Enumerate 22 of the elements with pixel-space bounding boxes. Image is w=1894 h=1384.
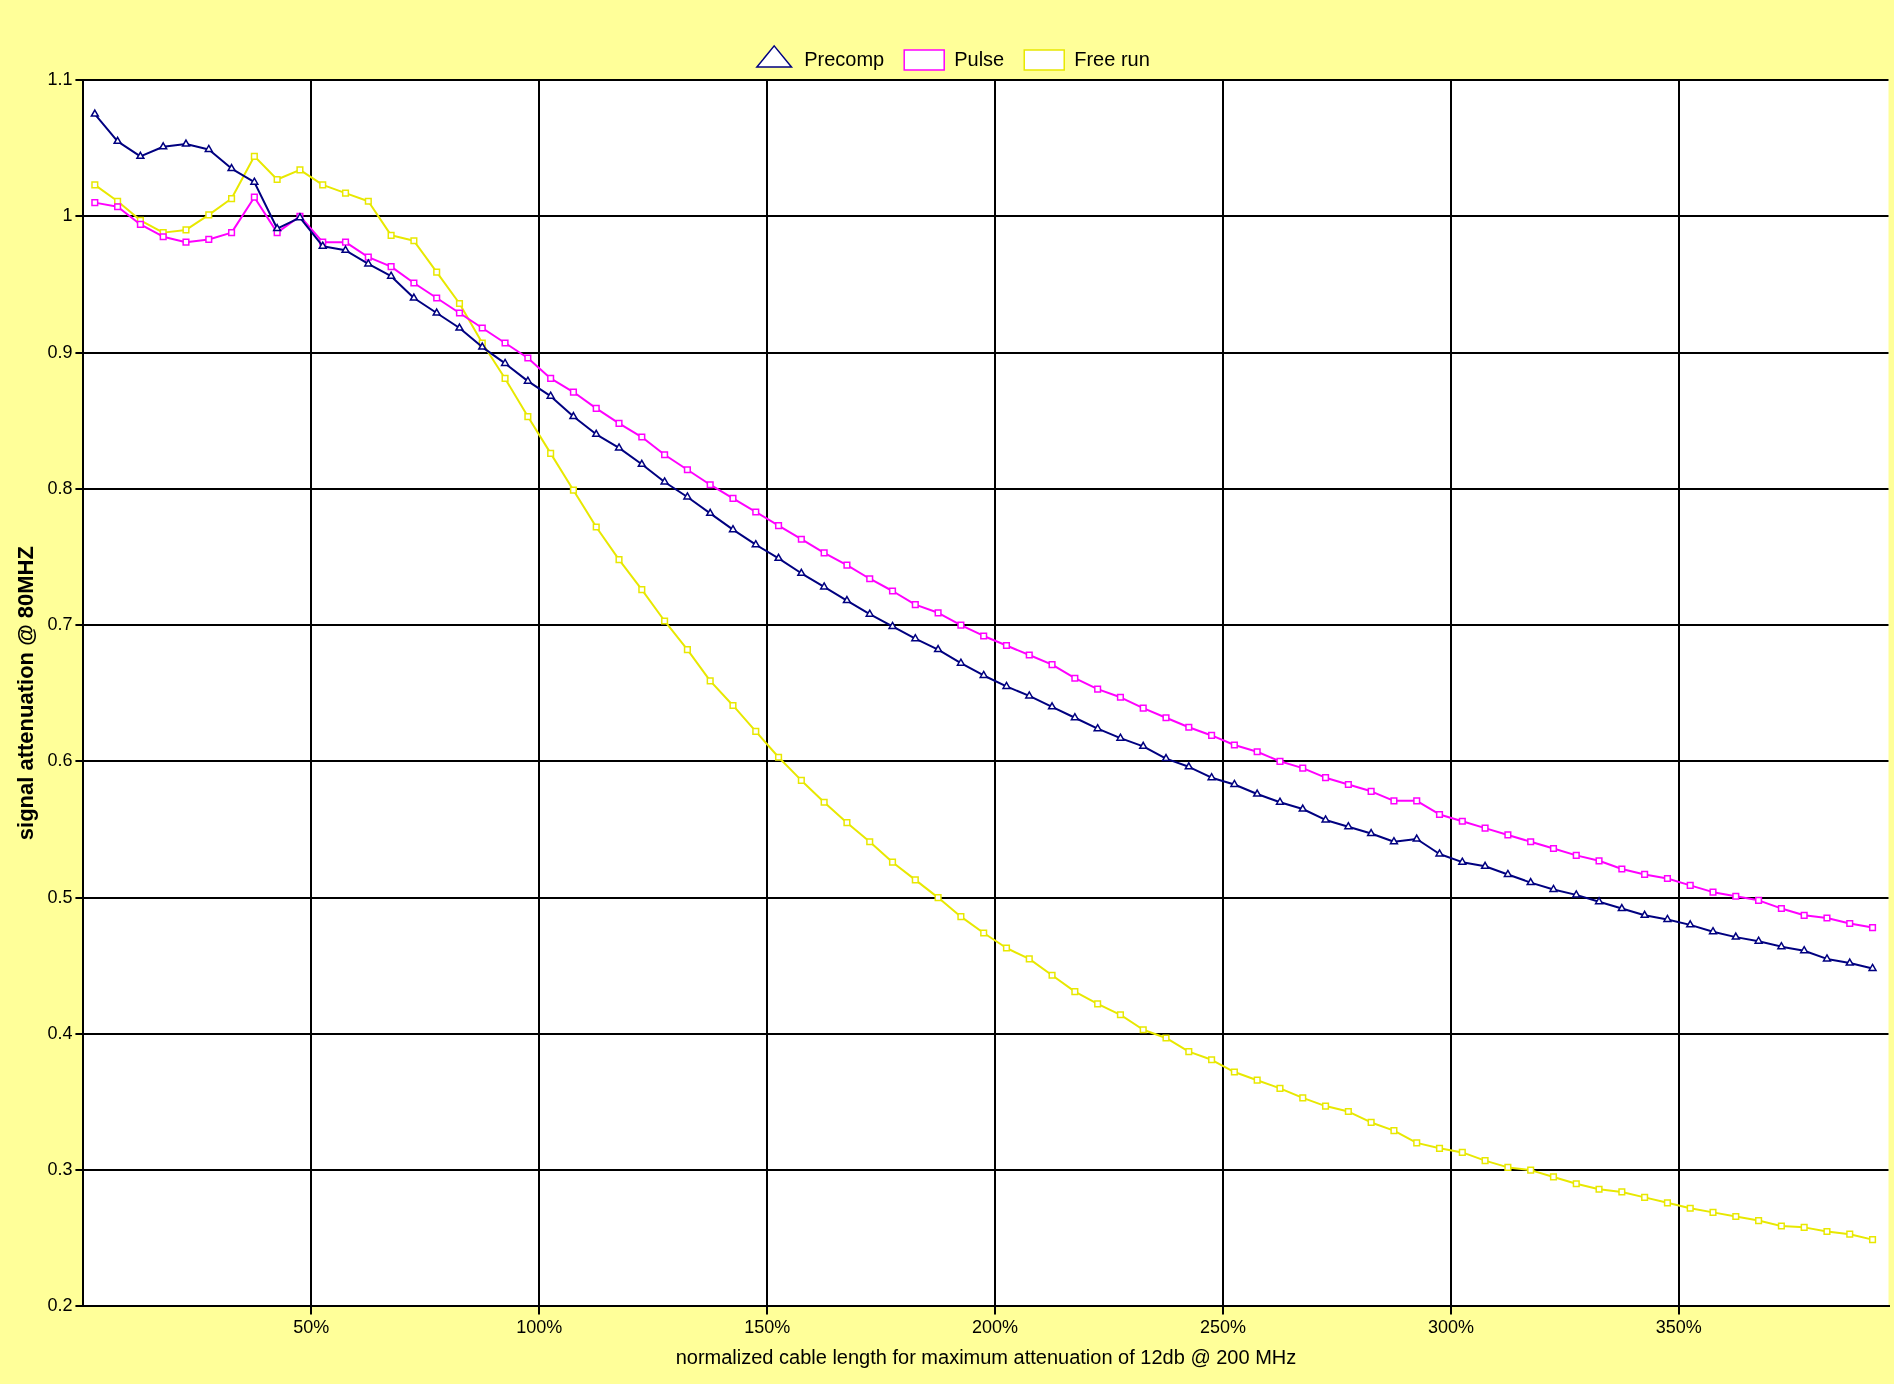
- y-tick-label: 0.9: [47, 341, 73, 362]
- y-tick-label: 0.4: [47, 1022, 73, 1043]
- y-tick-label: 0.6: [47, 750, 73, 771]
- legend-label: Precomp: [804, 47, 885, 70]
- y-axis-title: signal attenuation @ 80MHZ: [13, 546, 39, 841]
- y-tick-label: 0.8: [47, 477, 73, 498]
- x-tick-label: 150%: [744, 1317, 791, 1338]
- y-tick-label: 0.2: [47, 1295, 73, 1316]
- x-tick-label: 300%: [1427, 1317, 1474, 1338]
- legend-label: Pulse: [954, 47, 1005, 70]
- x-tick-label: 100%: [516, 1317, 563, 1338]
- x-tick-label: 50%: [293, 1317, 330, 1338]
- x-tick-label: 250%: [1199, 1317, 1247, 1338]
- x-axis-title: normalized cable length for maximum attenuation of 12db @ 200 MHz: [675, 1345, 1297, 1368]
- y-tick-label: 0.3: [47, 1159, 73, 1180]
- x-tick-label: 350%: [1655, 1317, 1702, 1338]
- y-tick-label: 1.1: [47, 68, 73, 89]
- y-tick-label: 0.5: [47, 886, 73, 907]
- y-tick-label: 1: [62, 205, 73, 226]
- legend-label: Free run: [1074, 47, 1150, 70]
- y-tick-label: 0.7: [47, 614, 73, 635]
- x-tick-label: 200%: [972, 1317, 1019, 1338]
